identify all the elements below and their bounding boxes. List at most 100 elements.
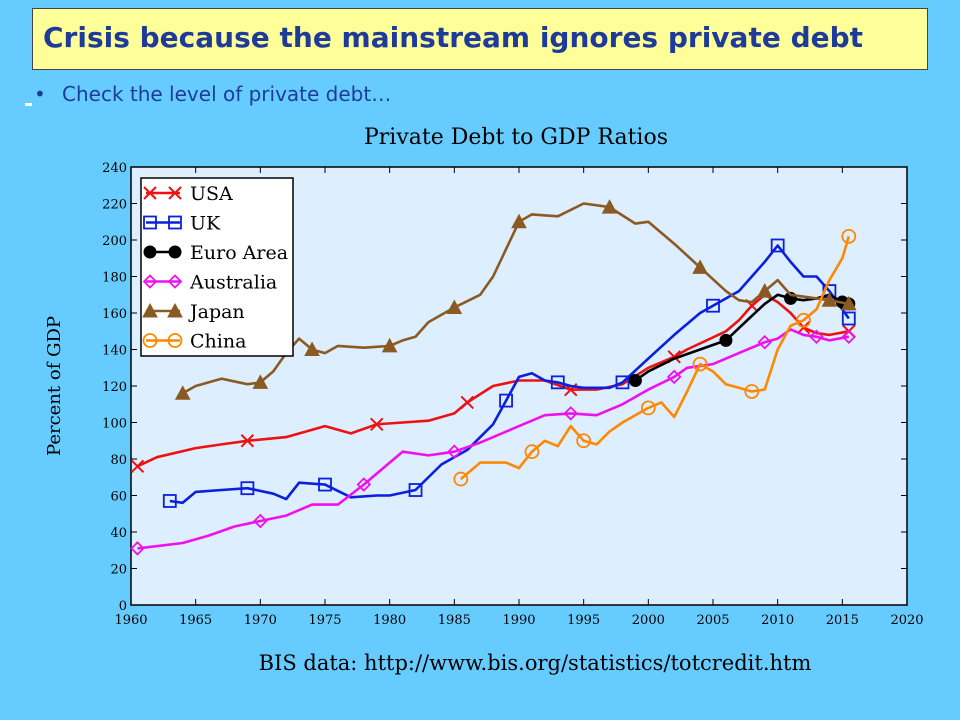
legend-label-euro-area: Euro Area: [190, 242, 288, 264]
series-point-uk: [240, 481, 255, 496]
series-point-australia: [841, 329, 857, 344]
series-point-australia: [356, 477, 372, 492]
y-tick-label: 220: [102, 198, 127, 213]
y-tick-label: 180: [102, 271, 127, 286]
legend-marker-japan: [167, 302, 183, 318]
series-point-japan: [821, 292, 838, 307]
x-tick-label: 1990: [502, 613, 535, 628]
series-point-usa: [240, 434, 255, 448]
series-point-uk: [162, 494, 177, 508]
x-tick-label: 1965: [179, 613, 212, 628]
y-tick-label: 40: [110, 526, 127, 541]
y-tick-label: 240: [102, 161, 127, 176]
y-tick-label: 20: [110, 563, 127, 578]
x-tick-label: 2000: [632, 613, 665, 628]
series-point-japan: [381, 337, 398, 353]
x-tick-label: 1975: [308, 613, 341, 628]
x-tick-label: 1980: [373, 613, 406, 628]
series-point-japan: [174, 385, 191, 400]
series-point-australia: [447, 444, 462, 459]
y-axis-label: Percent of GDP: [44, 316, 65, 456]
y-tick-label: 140: [102, 344, 127, 359]
legend-label-usa: USA: [190, 183, 233, 205]
slide-corner-mark: [25, 103, 32, 106]
y-tick-label: 100: [102, 417, 127, 432]
series-point-japan: [756, 283, 773, 298]
legend-marker-euro-area: [168, 245, 182, 259]
series-point-usa: [370, 417, 384, 432]
y-tick-label: 0: [119, 599, 127, 614]
bullet-text: Check the level of private debt…: [62, 82, 392, 106]
series-point-australia: [253, 513, 268, 529]
x-tick-label: 1985: [438, 613, 471, 628]
legend-marker-japan: [142, 302, 158, 318]
series-point-australia: [130, 541, 145, 556]
series-point-china: [576, 433, 592, 449]
series-point-china: [524, 444, 540, 460]
series-point-uk: [770, 238, 785, 253]
series-point-australia: [563, 406, 579, 421]
legend-box: [140, 177, 294, 357]
series-point-uk: [408, 483, 423, 497]
series-point-uk: [318, 477, 332, 492]
series-point-japan: [304, 341, 320, 356]
source-note: BIS data: http://www.bis.org/statistics/…: [259, 651, 812, 675]
x-tick-label: 1960: [114, 613, 147, 628]
x-tick-label: 2015: [826, 613, 859, 628]
series-point-china: [841, 228, 857, 244]
x-tick-label: 1995: [567, 613, 600, 628]
x-tick-label: 2020: [890, 613, 923, 628]
series-point-uk: [841, 311, 856, 326]
slide-title-box: Crisis because the mainstream ignores pr…: [32, 8, 928, 70]
legend-marker-australia: [167, 274, 183, 289]
legend-marker-usa: [143, 186, 157, 200]
x-tick-label: 1970: [244, 613, 277, 628]
series-point-euro-area: [628, 374, 642, 388]
series-point-japan: [446, 299, 463, 315]
slide-title: Crisis because the mainstream ignores pr…: [43, 21, 864, 54]
y-tick-label: 160: [102, 307, 127, 322]
bullet-icon: •: [34, 82, 46, 106]
series-point-uk: [615, 375, 630, 390]
series-point-euro-area: [719, 333, 733, 347]
series-point-uk: [550, 375, 565, 390]
series-point-japan: [252, 374, 269, 389]
legend-marker-china: [142, 333, 158, 348]
series-point-china: [453, 471, 469, 487]
legend-marker-uk: [143, 215, 157, 230]
y-tick-label: 200: [102, 234, 127, 249]
bullet-item: • Check the level of private debt…: [34, 82, 391, 106]
legend-marker-australia: [142, 274, 158, 289]
y-tick-label: 80: [110, 453, 127, 468]
series-point-japan: [840, 295, 857, 311]
y-tick-label: 120: [102, 380, 127, 395]
y-tick-label: 60: [110, 490, 127, 505]
series-point-australia: [666, 369, 682, 385]
series-line-euro-area: [634, 293, 850, 382]
series-point-uk: [499, 393, 513, 408]
series-line-china: [459, 236, 851, 481]
x-tick-label: 2010: [761, 613, 794, 628]
series-point-japan: [511, 213, 527, 229]
series-point-china: [744, 384, 760, 399]
series-point-china: [692, 356, 708, 372]
series-point-china: [640, 400, 656, 416]
series-point-japan: [601, 199, 618, 214]
legend-label-uk: UK: [190, 213, 221, 235]
legend-label-japan: Japan: [188, 301, 245, 323]
series-point-australia: [757, 334, 773, 350]
legend-label-china: China: [190, 331, 246, 353]
x-tick-label: 2005: [696, 613, 729, 628]
series-point-japan: [692, 259, 708, 274]
legend-marker-china: [167, 333, 183, 348]
legend-marker-uk: [168, 215, 182, 230]
series-line-australia: [137, 328, 850, 550]
legend-marker-usa: [168, 186, 182, 200]
series-point-usa: [130, 459, 145, 474]
series-point-australia: [809, 329, 824, 344]
legend-label-australia: Australia: [189, 272, 277, 294]
series-point-china: [796, 312, 811, 328]
series-point-usa: [460, 395, 474, 410]
series-line-usa: [136, 293, 850, 468]
